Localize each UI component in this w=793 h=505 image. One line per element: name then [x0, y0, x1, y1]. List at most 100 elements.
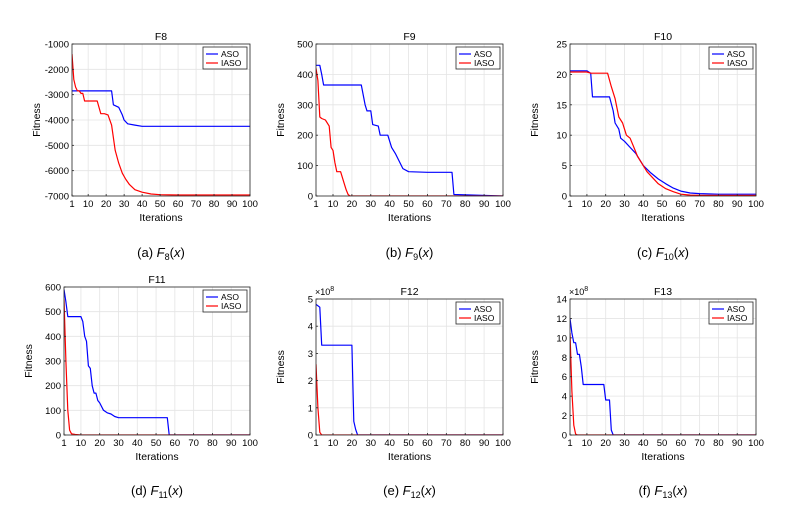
x-tick-label: 60 [422, 438, 433, 449]
x-tick-label: 50 [155, 199, 166, 210]
x-tick-label: 60 [676, 438, 687, 449]
y-tick-label: -1000 [45, 40, 69, 51]
x-tick-label: 1 [567, 438, 572, 449]
x-tick-label: 30 [619, 438, 630, 449]
x-tick-label: 70 [191, 199, 202, 210]
y-exponent: ×108 [569, 286, 588, 297]
legend-label-aso: ASO [221, 49, 239, 59]
chart-title: F8 [155, 31, 167, 43]
axes-box [569, 298, 757, 436]
y-tick-label: 0 [562, 192, 567, 203]
legend-label-aso: ASO [221, 292, 239, 302]
legend-label-iaso: IASO [727, 58, 748, 68]
x-tick-label: 70 [441, 199, 452, 210]
series-line-aso [316, 64, 503, 196]
x-tick-label: 10 [76, 438, 87, 449]
series-line-iaso [316, 364, 503, 435]
x-tick-label: 1 [69, 199, 74, 210]
x-axis-label: Iterations [641, 212, 684, 224]
x-tick-label: 90 [227, 199, 238, 210]
series-line-aso [570, 318, 756, 435]
chart-f13: 1 10 20 30 40 50 60 70 80 90 100 0 2 4 6 8 10 12 14×108 F13… [529, 286, 764, 500]
x-tick-label: 30 [113, 438, 124, 449]
x-tick-label: 80 [460, 199, 471, 210]
series-line-aso [570, 70, 756, 195]
x-tick-label: 40 [384, 199, 395, 210]
x-tick-label: 20 [347, 199, 358, 210]
y-tick-label: 12 [556, 314, 567, 325]
legend-label-iaso: IASO [474, 313, 495, 323]
x-tick-label: 1 [313, 199, 318, 210]
y-tick-label: 4 [562, 392, 567, 403]
x-tick-label: 10 [83, 199, 94, 210]
x-axis-label: Iterations [139, 212, 182, 224]
subfigure-caption: (e) F12(x) [383, 483, 436, 500]
x-axis-label: Iterations [388, 451, 431, 463]
x-tick-label: 80 [713, 199, 724, 210]
chart-f11: 1 10 20 30 40 50 60 70 80 90 100 0 100 200 300 400 500 60… [23, 274, 258, 500]
x-tick-label: 10 [328, 199, 339, 210]
y-tick-label: 15 [556, 100, 567, 111]
y-tick-label: -3000 [45, 90, 69, 101]
legend-label-aso: ASO [474, 49, 492, 59]
legend-label-aso: ASO [474, 304, 492, 314]
x-tick-label: 20 [600, 438, 611, 449]
legend-label-iaso: IASO [221, 58, 242, 68]
x-tick-label: 20 [347, 438, 358, 449]
y-tick-label: 0 [308, 192, 313, 203]
x-tick-label: 80 [460, 438, 471, 449]
y-tick-label: 100 [297, 161, 313, 172]
legend-label-iaso: IASO [474, 58, 495, 68]
y-tick-label: 200 [45, 381, 61, 392]
x-tick-label: 90 [732, 199, 743, 210]
subfigure-caption: (d) F11(x) [131, 483, 183, 500]
x-tick-label: 50 [657, 438, 668, 449]
y-tick-label: 2 [308, 376, 313, 387]
x-tick-label: 80 [209, 199, 220, 210]
x-tick-label: 1 [61, 438, 66, 449]
x-tick-label: 20 [600, 199, 611, 210]
chart-f9: 1 10 20 30 40 50 60 70 80 90 100 0 100 200 300 400 500 F9… [275, 31, 511, 262]
y-tick-label: 5 [308, 295, 313, 306]
chart-title: F13 [654, 286, 672, 298]
legend-label-iaso: IASO [221, 301, 242, 311]
x-tick-label: 70 [694, 199, 705, 210]
x-tick-label: 80 [207, 438, 218, 449]
x-tick-label: 100 [242, 438, 258, 449]
y-axis-label: Fitness [23, 344, 35, 378]
y-tick-label: 400 [45, 332, 61, 343]
x-tick-label: 30 [619, 199, 630, 210]
x-tick-label: 90 [479, 438, 490, 449]
x-axis-label: Iterations [135, 451, 178, 463]
y-tick-label: -4000 [45, 116, 69, 127]
axes-box [315, 298, 504, 436]
x-tick-label: 100 [495, 438, 511, 449]
y-axis-label: Fitness [529, 103, 541, 137]
axes-box [569, 43, 757, 197]
x-tick-label: 60 [676, 199, 687, 210]
y-axis-label: Fitness [275, 103, 287, 137]
y-tick-label: 4 [308, 322, 313, 333]
y-tick-label: 14 [556, 295, 567, 306]
y-tick-label: 0 [562, 431, 567, 442]
subfigure-caption: (c) F10(x) [637, 245, 689, 262]
x-tick-label: 90 [479, 199, 490, 210]
y-tick-label: 25 [556, 40, 567, 51]
series-line-aso [64, 289, 250, 435]
y-tick-label: 6 [562, 372, 567, 383]
y-tick-label: 5 [562, 161, 567, 172]
chart-title: F10 [654, 31, 672, 43]
subfigure-caption: (f) F13(x) [638, 483, 687, 500]
x-tick-label: 40 [638, 438, 649, 449]
legend-label-aso: ASO [727, 304, 745, 314]
y-tick-label: 1 [308, 403, 313, 414]
x-tick-label: 50 [403, 438, 414, 449]
x-tick-label: 60 [173, 199, 184, 210]
y-tick-label: 2 [562, 411, 567, 422]
x-tick-label: 10 [582, 199, 593, 210]
x-tick-label: 80 [713, 438, 724, 449]
series-line-iaso [570, 332, 756, 435]
y-tick-label: 200 [297, 131, 313, 142]
